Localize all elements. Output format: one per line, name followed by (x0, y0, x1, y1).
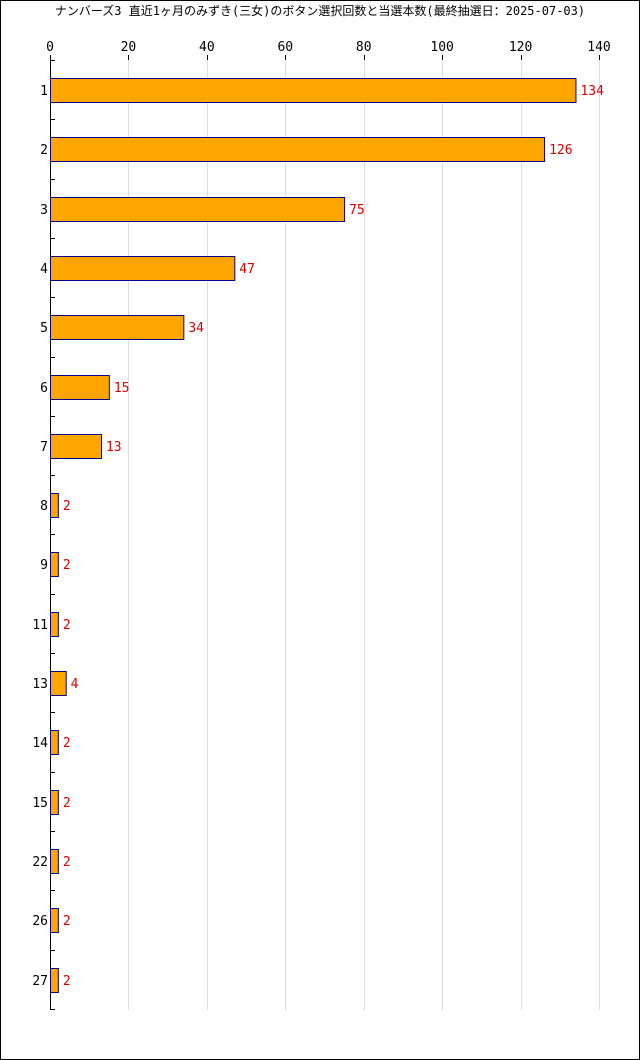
category-label: 3 (40, 203, 48, 218)
bar (50, 493, 59, 518)
x-tick-label: 40 (199, 40, 215, 55)
value-label: 75 (349, 203, 365, 218)
x-tick-label: 0 (46, 40, 54, 55)
value-label: 2 (63, 974, 71, 989)
value-label: 2 (63, 914, 71, 929)
bar (50, 137, 546, 162)
value-label: 134 (580, 84, 604, 99)
value-label: 13 (106, 440, 122, 455)
category-label: 14 (32, 736, 48, 751)
bar (50, 908, 59, 933)
value-label: 2 (63, 558, 71, 573)
value-label: 47 (239, 262, 255, 277)
value-label: 2 (63, 499, 71, 514)
value-label: 2 (63, 736, 71, 751)
category-label: 4 (40, 262, 48, 277)
x-tick-label: 20 (121, 40, 137, 55)
category-label: 13 (32, 677, 48, 692)
category-label: 26 (32, 914, 48, 929)
category-label: 2 (40, 143, 48, 158)
category-label: 1 (40, 84, 48, 99)
category-label: 15 (32, 796, 48, 811)
bar (50, 78, 577, 103)
bar (50, 197, 346, 222)
bars (50, 78, 577, 993)
category-label: 22 (32, 855, 48, 870)
x-tick-label: 80 (356, 40, 372, 55)
value-label: 15 (114, 381, 130, 396)
value-label: 2 (63, 796, 71, 811)
bar (50, 968, 59, 993)
category-label: 11 (32, 618, 48, 633)
bar (50, 552, 59, 577)
x-tick-label: 100 (430, 40, 453, 55)
value-label: 126 (549, 143, 572, 158)
value-label: 34 (188, 321, 204, 336)
value-label: 2 (63, 855, 71, 870)
bar (50, 256, 236, 281)
bar (50, 612, 59, 637)
bar (50, 671, 67, 696)
value-label: 4 (71, 677, 79, 692)
bar (50, 730, 59, 755)
category-label: 8 (40, 499, 48, 514)
x-tick-label: 60 (277, 40, 293, 55)
bar (50, 790, 59, 815)
category-label: 27 (32, 974, 48, 989)
chart-title: ナンバーズ3 直近1ヶ月のみずき(三女)のボタン選択回数と当選本数(最終抽選日：… (54, 4, 586, 18)
value-label: 2 (63, 618, 71, 633)
x-tick-label: 120 (509, 40, 532, 55)
bar (50, 434, 102, 459)
bar (50, 849, 59, 874)
category-label: 9 (40, 558, 48, 573)
category-label: 6 (40, 381, 48, 396)
bar (50, 315, 185, 340)
x-tick-label: 140 (587, 40, 610, 55)
category-label: 7 (40, 440, 48, 455)
category-label: 5 (40, 321, 48, 336)
bar (50, 375, 110, 400)
